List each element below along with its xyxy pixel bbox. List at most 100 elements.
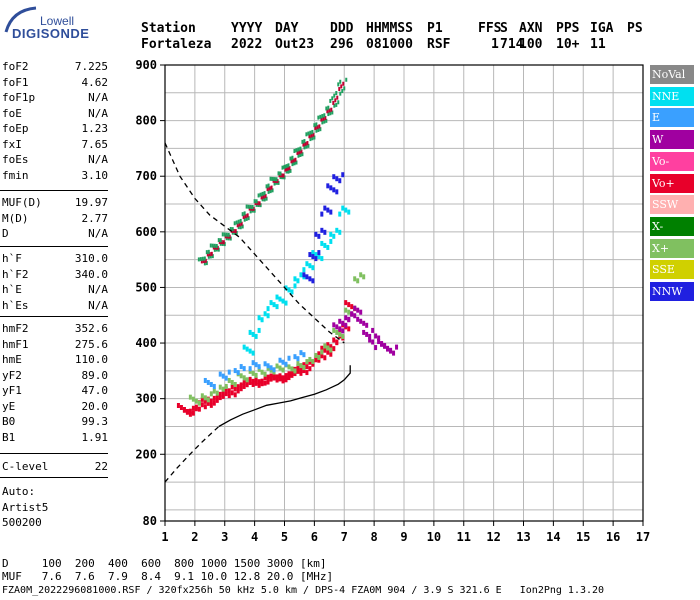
echo-mark-x (230, 379, 234, 385)
echo-mark-w (359, 318, 363, 324)
echo-mark-x (326, 345, 330, 351)
echo-mark-w (377, 335, 381, 341)
f2-multiple-mark (235, 230, 238, 235)
f2-multiple-mark (303, 145, 306, 150)
f2-multiple-mark (197, 257, 200, 262)
x-tick-label: 6 (311, 530, 318, 544)
f2-multiple-mark (297, 153, 300, 158)
echo-mark-vo (287, 371, 291, 377)
param-fof1p: foF1p N/A (2, 90, 108, 105)
echo-mark-x (197, 400, 201, 406)
f2-multiple-mark (237, 219, 240, 224)
echo-mark-x (338, 331, 342, 337)
f2-multiple-mark (332, 100, 335, 105)
echo-mark-x (227, 377, 231, 383)
echo-mark-x (362, 274, 366, 280)
param-name: h`F2 (2, 267, 29, 281)
echo-mark-x (353, 276, 357, 282)
f2-multiple-mark (280, 173, 283, 178)
f2-multiple-mark (282, 173, 285, 178)
echo-mark-vo (245, 382, 249, 388)
f2-multiple-mark (269, 176, 272, 181)
f2-multiple-mark (323, 113, 326, 118)
f2-multiple-mark (222, 240, 225, 245)
x-tick-label: 1 (161, 530, 168, 544)
echo-mark-w (338, 318, 342, 324)
footer-distance-row: D 100 200 400 600 800 1000 1500 3000 [km… (2, 557, 327, 570)
echo-mark-x (278, 365, 282, 371)
echo-mark-nnw (305, 274, 309, 280)
echo-mark-vo (296, 368, 300, 374)
param-name: yF2 (2, 368, 22, 382)
x-tick-label: 10 (427, 530, 441, 544)
f2-multiple-mark (327, 105, 330, 110)
header-value-5: RSF (427, 37, 451, 52)
echo-mark-x (251, 370, 255, 376)
echo-mark-x (260, 369, 264, 375)
echo-mark-e (236, 370, 240, 376)
echo-mark-nne (266, 306, 270, 312)
f2-multiple-mark (211, 243, 214, 248)
echo-mark-nne (263, 311, 267, 317)
echo-mark-x (293, 368, 297, 374)
echo-mark-w (389, 348, 393, 354)
header-value-6: 1 (491, 37, 499, 52)
echo-mark-vo (239, 382, 243, 388)
echo-mark-nne (320, 256, 324, 262)
echo-mark-vo (278, 376, 282, 382)
x-tick-label: 8 (371, 530, 378, 544)
echo-mark-vo (200, 396, 204, 402)
f2-multiple-mark (258, 201, 261, 206)
legend-item-nne: NNE (650, 86, 694, 106)
param-hme: hmE 110.0 (2, 352, 108, 367)
echo-mark-vo (323, 355, 327, 361)
f2-multiple-mark (321, 120, 324, 125)
echo-mark-w (344, 315, 348, 321)
echo-mark-vo (230, 390, 234, 396)
f2-multiple-mark (259, 203, 262, 208)
echo-mark-e (251, 360, 255, 366)
echo-mark-vo (332, 337, 336, 343)
echo-mark-x (209, 391, 213, 397)
f2-multiple-mark (261, 197, 264, 202)
echo-mark-vo (347, 326, 351, 332)
echo-mark-vo (236, 388, 240, 394)
f2-multiple-mark (207, 254, 210, 259)
param-separator (0, 316, 108, 317)
f2-multiple-mark (217, 238, 220, 243)
echo-mark-vo (230, 384, 234, 390)
f2-multiple-mark (335, 102, 338, 107)
echo-mark-vo (215, 394, 219, 400)
echo-mark-nne (251, 331, 255, 337)
echo-mark-vo (257, 379, 261, 385)
f2-multiple-mark (313, 123, 316, 128)
echo-mark-vo (272, 375, 276, 381)
echo-mark-x (212, 388, 216, 394)
echo-mark-w (371, 327, 375, 333)
echo-mark-nne (257, 315, 261, 321)
echo-mark-w (359, 309, 363, 315)
echo-mark-x (275, 363, 279, 369)
echo-mark-vo (278, 373, 282, 379)
echo-mark-vo (203, 404, 207, 410)
echo-mark-x (311, 358, 315, 364)
f2-multiple-mark (204, 258, 207, 263)
param-value: 340.0 (74, 267, 108, 281)
echo-mark-x (191, 396, 195, 402)
param-value: N/A (88, 298, 108, 312)
f2-multiple-mark (207, 249, 210, 254)
echo-mark-vo (209, 398, 213, 404)
echo-mark-w (374, 345, 378, 351)
echo-mark-nne (338, 229, 342, 235)
echo-mark-vo (320, 345, 324, 351)
x-tick-label: 3 (221, 530, 228, 544)
f2-multiple-mark (263, 197, 266, 202)
echo-mark-vo (317, 351, 321, 357)
echo-mark-x (242, 375, 246, 381)
param-name: foE (2, 106, 22, 120)
f2-multiple-mark (261, 191, 264, 196)
f2-multiple-mark (247, 204, 250, 209)
echo-mark-nne (278, 296, 282, 302)
echo-mark-x (290, 366, 294, 372)
f2-multiple-mark (302, 142, 305, 147)
